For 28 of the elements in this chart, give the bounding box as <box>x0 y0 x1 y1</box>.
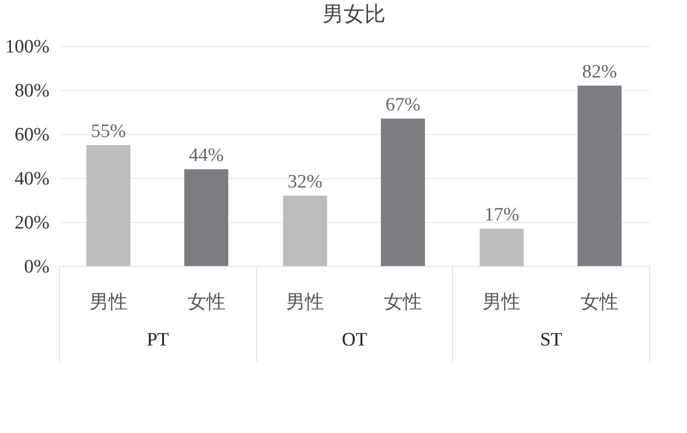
data-label: 82% <box>582 62 618 83</box>
y-tick-label: 0% <box>24 256 50 278</box>
series-label: 男性 <box>89 292 128 313</box>
series-label: 女性 <box>187 292 226 313</box>
y-tick-label: 40% <box>14 168 50 190</box>
text: 男性 <box>286 292 324 313</box>
data-label: 32% <box>288 172 323 193</box>
bar <box>86 145 130 266</box>
y-tick-label: 80% <box>14 80 50 102</box>
x-tick-label: ST <box>540 330 563 350</box>
bar <box>480 228 524 266</box>
y-tick-label: 60% <box>14 124 50 146</box>
x-tick-label: OT <box>342 330 368 350</box>
data-label: 17% <box>484 204 520 226</box>
bar <box>578 86 622 266</box>
data-label: 55% <box>90 121 126 142</box>
data-label: 67% <box>386 94 421 116</box>
data-label: 44% <box>188 145 224 166</box>
text: 男性 <box>482 292 521 313</box>
text: 女性 <box>580 292 619 313</box>
text: 女性 <box>384 292 422 313</box>
y-tick-label: 100% <box>5 36 50 58</box>
x-tick-label: PT <box>146 330 170 350</box>
bar <box>184 169 228 266</box>
bar <box>283 196 328 266</box>
bar <box>380 118 425 266</box>
chart-title: 男女比 <box>322 2 386 26</box>
y-tick-label: 20% <box>14 212 50 234</box>
